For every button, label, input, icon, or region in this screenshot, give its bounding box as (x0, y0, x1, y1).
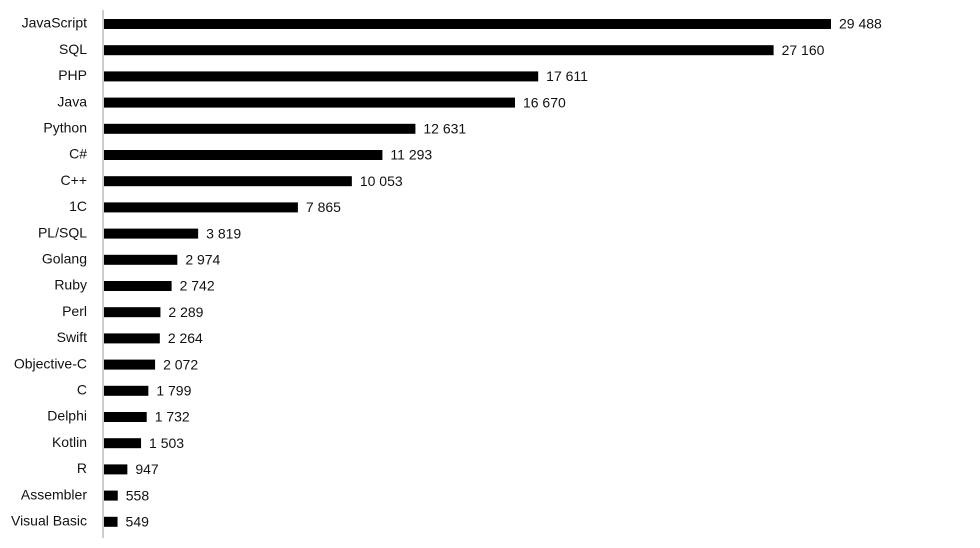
value-label: 16 670 (523, 94, 566, 110)
category-label: Assembler (21, 486, 87, 502)
category-label: C (77, 382, 87, 398)
bar (104, 516, 118, 527)
category-label: R (77, 460, 87, 476)
category-label: 1C (69, 198, 87, 214)
bar (104, 464, 128, 475)
bar (104, 123, 416, 134)
category-label: SQL (59, 41, 87, 57)
value-label: 2 974 (185, 252, 220, 268)
value-label: 2 264 (168, 330, 203, 346)
bar (104, 254, 178, 265)
bar (104, 307, 161, 318)
value-label: 1 732 (155, 409, 190, 425)
value-label: 27 160 (782, 42, 825, 58)
bar (104, 45, 774, 56)
category-label: JavaScript (22, 15, 87, 31)
category-label: Swift (57, 329, 87, 345)
value-label: 29 488 (839, 16, 882, 32)
category-label: Visual Basic (11, 513, 87, 529)
bar (104, 97, 515, 108)
value-label: 558 (126, 487, 150, 503)
bar (104, 333, 160, 344)
bar (104, 150, 383, 160)
category-label: Golang (42, 251, 87, 267)
bar (104, 281, 172, 291)
value-label: 11 293 (390, 147, 432, 163)
category-label: Python (43, 120, 87, 136)
value-label: 947 (135, 461, 159, 477)
value-label: 2 289 (168, 304, 203, 320)
category-label: Java (57, 93, 87, 109)
category-label: C# (69, 146, 87, 162)
bar (104, 385, 149, 396)
bar (104, 438, 142, 449)
category-label: PHP (58, 67, 87, 83)
value-label: 7 865 (306, 199, 341, 215)
category-label: Objective-C (14, 355, 87, 371)
bar (104, 359, 156, 370)
category-label: Ruby (54, 277, 87, 293)
value-label: 12 631 (423, 121, 466, 137)
bar (104, 19, 831, 29)
value-label: 1 799 (156, 383, 191, 399)
value-label: 2 072 (163, 356, 198, 372)
value-label: 1 503 (149, 435, 184, 451)
category-label: PL/SQL (38, 224, 87, 240)
category-label: C++ (61, 172, 87, 188)
bar (104, 412, 147, 422)
value-label: 549 (126, 514, 150, 530)
category-label: Perl (62, 303, 87, 319)
value-label: 10 053 (360, 173, 403, 189)
bar (104, 176, 352, 187)
bar (104, 202, 298, 213)
value-label: 3 819 (206, 225, 241, 241)
value-label: 17 611 (546, 68, 588, 84)
bar (104, 71, 539, 82)
category-label: Kotlin (52, 434, 87, 450)
value-label: 2 742 (180, 278, 215, 294)
category-label: Delphi (47, 408, 87, 424)
bar (104, 490, 118, 501)
bar (104, 228, 199, 239)
